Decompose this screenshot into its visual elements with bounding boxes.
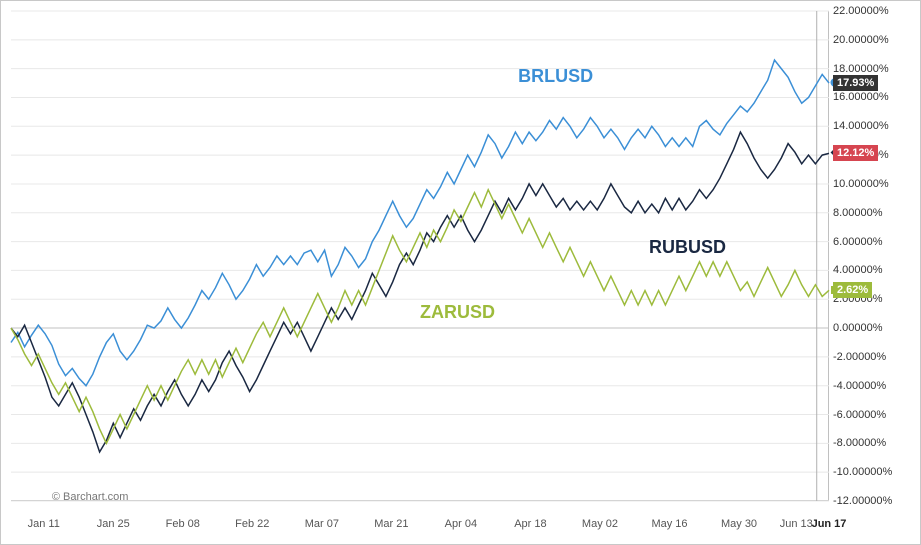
value-box-zarusd: 2.62%: [833, 282, 872, 298]
series-label-brlusd: BRLUSD: [518, 66, 593, 87]
attribution-text: © Barchart.com: [52, 491, 129, 503]
series-label-rubusd: RUBUSD: [649, 237, 726, 258]
y-tick-label: 6.00000%: [833, 236, 883, 248]
y-tick-label: -10.00000%: [833, 466, 892, 478]
x-tick-label: Jun 13: [780, 518, 813, 530]
y-tick-label: -8.00000%: [833, 437, 886, 449]
y-tick-label: 14.00000%: [833, 120, 889, 132]
x-tick-label: Apr 18: [514, 518, 546, 530]
x-tick-label: Mar 21: [374, 518, 408, 530]
x-tick-label: Feb 08: [166, 518, 200, 530]
y-tick-label: 0.00000%: [833, 322, 883, 334]
y-tick-label: 22.00000%: [833, 5, 889, 17]
x-tick-label: Jan 11: [28, 518, 60, 530]
x-tick-label: May 16: [651, 518, 687, 530]
y-tick-label: -2.00000%: [833, 351, 886, 363]
y-tick-label: 16.00000%: [833, 91, 889, 103]
plot-area: BRLUSD RUBUSD ZARUSD © Barchart.com: [11, 11, 829, 501]
series-brlusd: [11, 60, 829, 386]
series-label-zarusd: ZARUSD: [420, 302, 495, 323]
y-tick-label: -12.00000%: [833, 495, 892, 507]
x-tick-label: Mar 07: [305, 518, 339, 530]
currency-chart: BRLUSD RUBUSD ZARUSD © Barchart.com -12.00…: [0, 0, 921, 545]
value-box-brlusd: 17.93%: [833, 75, 878, 91]
x-tick-label: May 30: [721, 518, 757, 530]
series-rubusd: [11, 132, 829, 452]
x-tick-label: May 02: [582, 518, 618, 530]
x-tick-label: Jun 17: [812, 518, 847, 530]
value-box-rubusd: 12.12%: [833, 145, 878, 161]
y-tick-label: 8.00000%: [833, 207, 883, 219]
y-tick-label: -4.00000%: [833, 380, 886, 392]
x-tick-label: Apr 04: [445, 518, 477, 530]
x-tick-label: Feb 22: [235, 518, 269, 530]
y-tick-label: 10.00000%: [833, 178, 889, 190]
y-tick-label: 18.00000%: [833, 63, 889, 75]
y-tick-label: 4.00000%: [833, 264, 883, 276]
y-tick-label: -6.00000%: [833, 409, 886, 421]
y-tick-label: 20.00000%: [833, 34, 889, 46]
x-tick-label: Jan 25: [97, 518, 130, 530]
x-axis: Jan 11 Jan 25 Feb 08 Feb 22 Mar 07 Mar 21 Apr …: [11, 506, 829, 541]
